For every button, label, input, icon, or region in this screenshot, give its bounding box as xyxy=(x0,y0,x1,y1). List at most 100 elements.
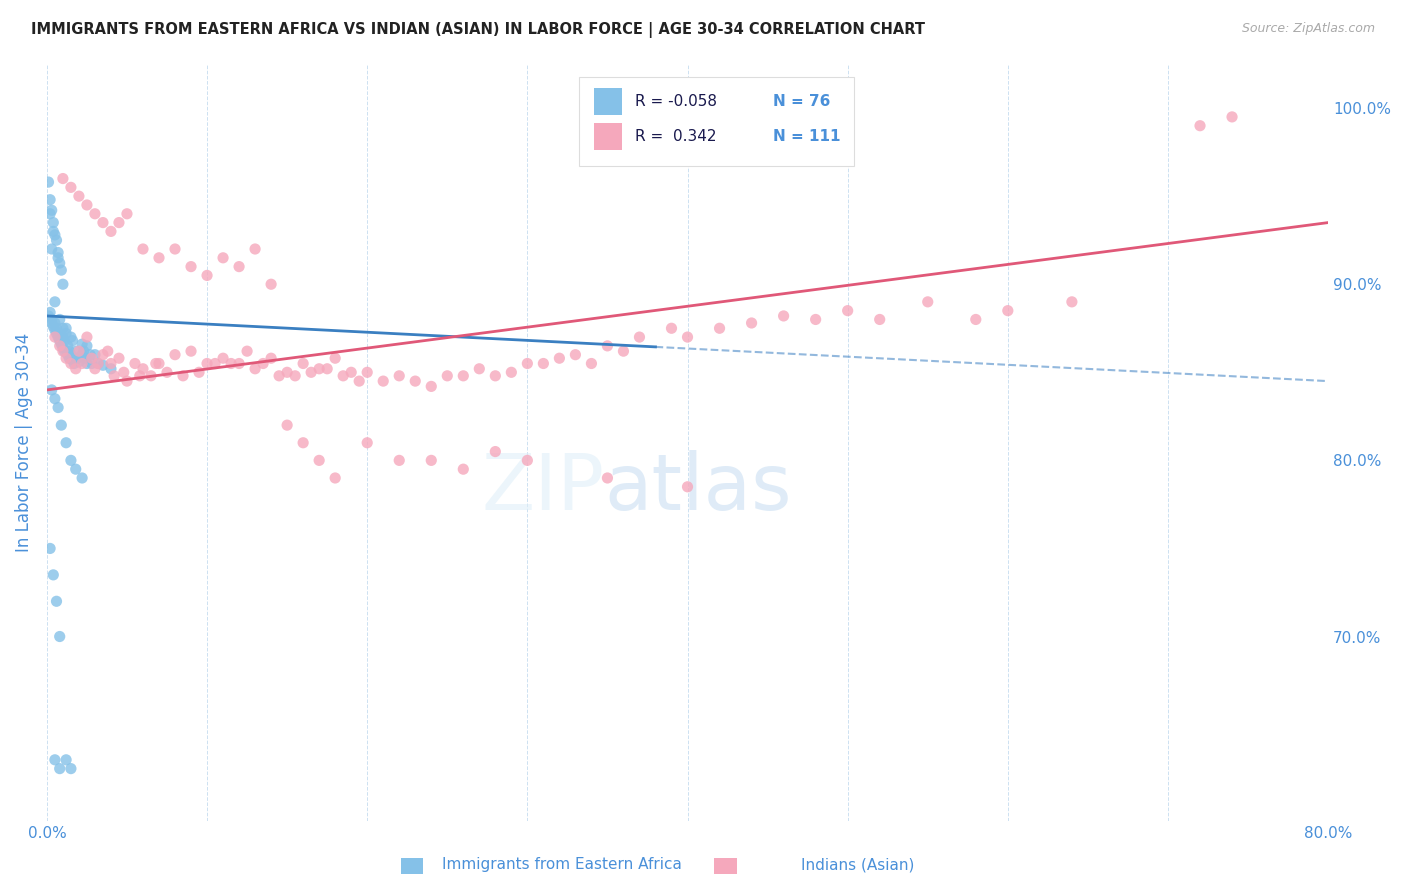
Text: N = 111: N = 111 xyxy=(773,128,841,144)
Point xyxy=(236,344,259,359)
Point xyxy=(56,348,79,362)
Point xyxy=(67,344,90,359)
Point xyxy=(41,242,63,256)
Point xyxy=(132,361,155,376)
Point xyxy=(46,330,69,344)
Point xyxy=(59,180,82,194)
Point xyxy=(420,379,443,393)
Point xyxy=(212,351,235,366)
Point xyxy=(87,357,110,371)
Point xyxy=(195,357,218,371)
Point xyxy=(228,260,250,274)
Point xyxy=(44,753,66,767)
Point xyxy=(52,330,75,344)
Point xyxy=(204,357,226,371)
Point xyxy=(45,321,67,335)
Point xyxy=(41,383,63,397)
Point xyxy=(276,418,298,433)
Point xyxy=(453,462,475,476)
Text: N = 76: N = 76 xyxy=(773,94,831,109)
Point xyxy=(612,344,634,359)
Point xyxy=(917,294,939,309)
Point xyxy=(804,312,827,326)
Point xyxy=(48,339,70,353)
Point xyxy=(80,357,103,371)
Point xyxy=(52,321,75,335)
Text: ZIP: ZIP xyxy=(481,450,605,526)
Point xyxy=(76,198,98,212)
Point xyxy=(48,334,70,348)
Point xyxy=(212,251,235,265)
Point xyxy=(44,227,66,242)
Point xyxy=(51,418,73,433)
Point xyxy=(91,358,114,372)
Point xyxy=(76,339,98,353)
Y-axis label: In Labor Force | Age 30-34: In Labor Force | Age 30-34 xyxy=(15,333,32,552)
Point xyxy=(55,321,77,335)
Point xyxy=(44,294,66,309)
Point xyxy=(596,339,619,353)
Point xyxy=(52,171,75,186)
Point xyxy=(52,344,75,359)
Point xyxy=(79,348,101,362)
Point xyxy=(63,357,86,371)
Point xyxy=(965,312,987,326)
Point xyxy=(148,357,170,371)
Point xyxy=(46,251,69,265)
Point xyxy=(58,351,80,366)
Point xyxy=(163,242,186,256)
Point xyxy=(46,245,69,260)
Text: Indians (Asian): Indians (Asian) xyxy=(801,857,914,872)
Point xyxy=(41,316,63,330)
Point xyxy=(180,344,202,359)
Point xyxy=(308,361,330,376)
Bar xyxy=(593,88,623,115)
Point xyxy=(42,224,65,238)
Point xyxy=(67,189,90,203)
Point xyxy=(44,392,66,406)
Point xyxy=(124,357,146,371)
Point xyxy=(66,351,89,366)
Point xyxy=(564,348,586,362)
Point xyxy=(41,203,63,218)
Point xyxy=(55,435,77,450)
Point xyxy=(76,330,98,344)
Point xyxy=(323,351,346,366)
Point xyxy=(51,337,73,351)
Point xyxy=(484,444,506,458)
Bar xyxy=(593,123,623,150)
Point xyxy=(676,480,699,494)
Point xyxy=(67,355,90,369)
Point xyxy=(388,368,411,383)
Point xyxy=(53,334,76,348)
Point xyxy=(52,341,75,355)
Point xyxy=(468,361,491,376)
Point xyxy=(45,594,67,608)
Point xyxy=(65,344,87,359)
Point xyxy=(404,374,426,388)
Text: R =  0.342: R = 0.342 xyxy=(636,128,717,144)
Point xyxy=(37,309,59,323)
Point xyxy=(52,277,75,292)
Point xyxy=(65,361,87,376)
Point xyxy=(676,330,699,344)
Point xyxy=(373,374,395,388)
Point xyxy=(501,365,523,379)
Point xyxy=(73,344,96,359)
Point xyxy=(112,365,135,379)
Point xyxy=(219,357,242,371)
Point xyxy=(51,263,73,277)
Text: Immigrants from Eastern Africa: Immigrants from Eastern Africa xyxy=(443,857,682,872)
Point xyxy=(62,353,84,368)
Text: IMMIGRANTS FROM EASTERN AFRICA VS INDIAN (ASIAN) IN LABOR FORCE | AGE 30-34 CORR: IMMIGRANTS FROM EASTERN AFRICA VS INDIAN… xyxy=(31,22,925,38)
Point xyxy=(97,344,120,359)
Point xyxy=(1060,294,1083,309)
Point xyxy=(108,216,131,230)
Point xyxy=(59,330,82,344)
Point xyxy=(70,337,93,351)
Point xyxy=(148,251,170,265)
Point xyxy=(172,368,194,383)
Point xyxy=(420,453,443,467)
Text: R = -0.058: R = -0.058 xyxy=(636,94,717,109)
Point xyxy=(997,303,1019,318)
